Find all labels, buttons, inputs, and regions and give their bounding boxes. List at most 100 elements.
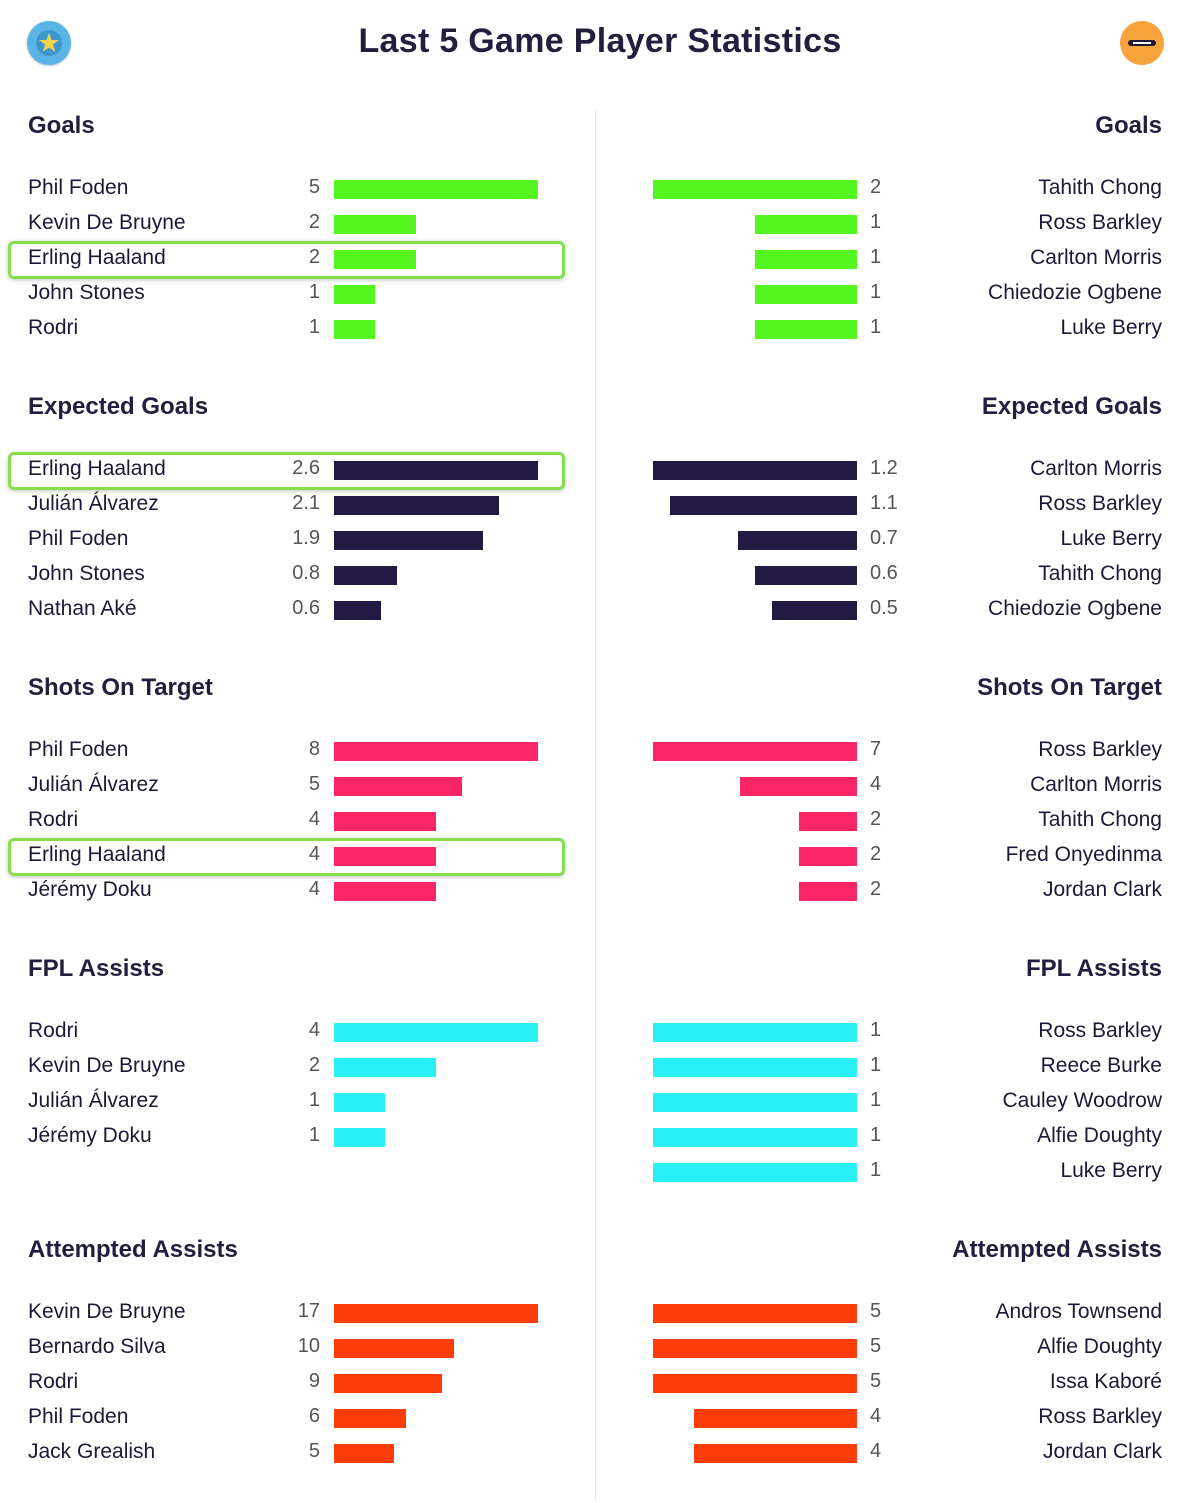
left-player-name: Rodri [28, 808, 79, 831]
left-player-name: Kevin De Bruyne [28, 1300, 186, 1323]
right-player-name: Issa Kaboré [1049, 1370, 1162, 1393]
right-player-name: Ross Barkley [1038, 738, 1162, 761]
left-player-name: Phil Foden [28, 1405, 129, 1428]
right-data-label: 0.6 [870, 562, 898, 584]
right-player-name: Reece Burke [1040, 1054, 1162, 1077]
left-data-label: 4 [308, 878, 320, 900]
left-player-name: John Stones [28, 281, 145, 304]
right-data-label: 2 [870, 808, 882, 830]
left-bar [334, 285, 375, 304]
left-data-label: 9 [308, 1370, 320, 1392]
right-data-label: 1.2 [870, 457, 898, 479]
right-data-label: 1 [870, 211, 882, 233]
right-section-title: Attempted Assists [952, 1236, 1162, 1263]
right-data-label: 1 [870, 316, 882, 338]
left-bar [334, 1339, 454, 1358]
left-player-name: Erling Haaland [28, 843, 166, 866]
right-data-label: 2 [870, 176, 882, 198]
right-data-label: 1 [870, 1124, 882, 1146]
left-data-label: 1 [308, 1089, 320, 1111]
left-section-title: Expected Goals [28, 393, 209, 420]
left-data-label: 4 [308, 843, 320, 865]
left-bar [334, 496, 499, 515]
right-player-name: Luke Berry [1060, 316, 1162, 339]
left-player-name: Phil Foden [28, 176, 129, 199]
left-player-name: Rodri [28, 1370, 79, 1393]
right-bar [653, 1374, 857, 1393]
left-data-label: 5 [308, 176, 320, 198]
right-section-title: Goals [1095, 112, 1162, 139]
right-player-name: Ross Barkley [1038, 1405, 1162, 1428]
left-bar [334, 1374, 442, 1393]
right-bar [653, 1093, 857, 1112]
right-player-name: Carlton Morris [1030, 457, 1162, 480]
left-data-label: 5 [308, 773, 320, 795]
right-bar [670, 496, 857, 515]
left-data-label: 2 [308, 246, 320, 268]
left-bar [334, 180, 538, 199]
right-player-name: Cauley Woodrow [1002, 1089, 1162, 1112]
left-player-name: Julián Álvarez [28, 773, 159, 796]
left-player-name: Julián Álvarez [28, 1089, 159, 1112]
left-bar [334, 250, 416, 269]
center-divider [595, 110, 596, 1500]
right-data-label: 1.1 [870, 492, 898, 514]
left-player-name: Phil Foden [28, 738, 129, 761]
right-data-label: 4 [870, 1405, 882, 1427]
left-data-label: 1.9 [292, 527, 320, 549]
left-player-name: Jérémy Doku [28, 878, 152, 901]
right-data-label: 5 [870, 1335, 882, 1357]
left-data-label: 0.6 [292, 597, 320, 619]
luton-crest-icon [1120, 21, 1164, 65]
player-highlight-box [8, 838, 565, 876]
right-data-label: 2 [870, 878, 882, 900]
right-bar [799, 847, 857, 866]
left-player-name: Rodri [28, 316, 79, 339]
left-data-label: 0.8 [292, 562, 320, 584]
right-player-name: Carlton Morris [1030, 246, 1162, 269]
right-data-label: 7 [870, 738, 882, 760]
right-bar [653, 1058, 857, 1077]
right-player-name: Ross Barkley [1038, 211, 1162, 234]
right-bar [694, 1444, 857, 1463]
header: Last 5 Game Player Statistics [0, 0, 1200, 90]
left-data-label: 5 [308, 1440, 320, 1462]
left-player-name: Phil Foden [28, 527, 129, 550]
right-data-label: 4 [870, 773, 882, 795]
left-bar [334, 320, 375, 339]
right-data-label: 0.5 [870, 597, 898, 619]
right-section-title: Expected Goals [981, 393, 1162, 420]
right-player-name: Jordan Clark [1042, 878, 1162, 901]
left-player-name: Erling Haaland [28, 246, 166, 269]
right-bar [755, 215, 857, 234]
left-player-name: Jérémy Doku [28, 1124, 152, 1147]
left-player-name: Julián Álvarez [28, 492, 159, 515]
left-bar [334, 847, 436, 866]
left-data-label: 2 [308, 211, 320, 233]
left-bar [334, 742, 538, 761]
right-bar [653, 1023, 857, 1042]
right-data-label: 1 [870, 1054, 882, 1076]
right-bar [799, 812, 857, 831]
right-data-label: 1 [870, 1159, 882, 1181]
right-data-label: 1 [870, 246, 882, 268]
right-player-name: Ross Barkley [1038, 492, 1162, 515]
left-data-label: 17 [297, 1300, 320, 1322]
right-player-name: Andros Townsend [995, 1300, 1162, 1323]
right-bar [755, 250, 857, 269]
left-player-name: Rodri [28, 1019, 79, 1042]
right-bar [653, 180, 857, 199]
right-player-name: Chiedozie Ogbene [988, 597, 1162, 620]
left-section-title: Shots On Target [28, 674, 213, 701]
right-player-name: Luke Berry [1060, 1159, 1162, 1182]
left-data-label: 2.1 [292, 492, 320, 514]
left-data-label: 1 [308, 1124, 320, 1146]
player-highlight-box [8, 452, 565, 490]
page-title: Last 5 Game Player Statistics [358, 22, 842, 60]
left-bar [334, 1409, 406, 1428]
right-player-name: Carlton Morris [1030, 773, 1162, 796]
left-data-label: 1 [308, 316, 320, 338]
right-player-name: Alfie Doughty [1037, 1335, 1162, 1358]
right-player-name: Tahith Chong [1038, 562, 1162, 585]
right-section-title: Shots On Target [977, 674, 1162, 701]
